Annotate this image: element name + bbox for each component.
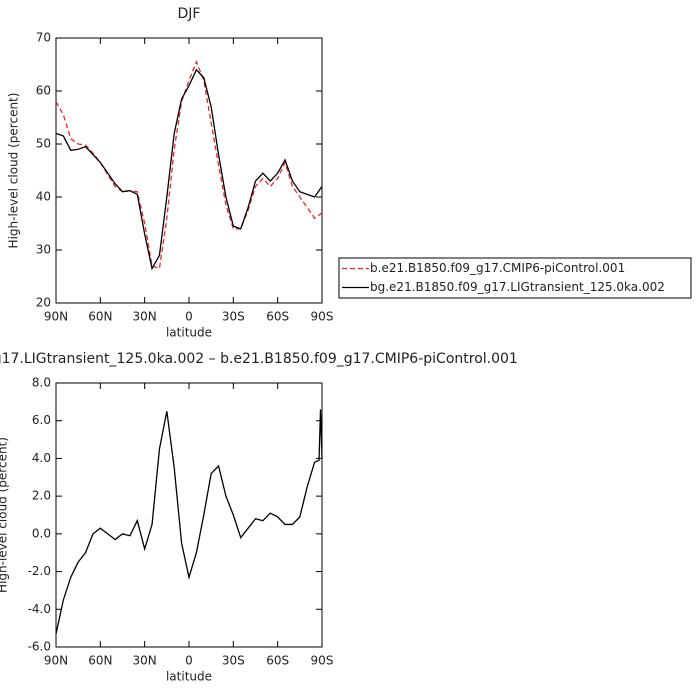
y-tick-label: -4.0 [28,602,51,616]
y-tick-label: 8.0 [32,376,51,390]
y-tick-label: 4.0 [32,451,51,465]
y-tick-label: 40 [36,190,51,204]
y-tick-label: 0.0 [32,526,51,540]
x-tick-label: 90N [44,654,68,668]
series-line [55,68,323,271]
y-tick-label: 6.0 [32,413,51,427]
x-tick-label: 90S [311,310,334,324]
x-tick-label: 60S [266,310,289,324]
y-tick-label: -6.0 [28,640,51,654]
plot-frame [55,382,323,648]
x-tick-label: 60N [88,310,112,324]
series-line [55,60,323,270]
x-axis-label: latitude [166,326,212,340]
y-axis-label: High-level cloud (percent) [0,437,10,593]
y-tick-label: 20 [36,296,51,310]
x-axis-label: latitude [166,670,212,684]
x-tick-label: 0 [185,310,193,324]
x-tick-label: 60S [266,654,289,668]
x-tick-label: 90S [311,654,334,668]
x-tick-label: 30S [222,654,245,668]
x-tick-label: 30N [133,654,157,668]
y-tick-label: 30 [36,243,51,257]
legend-label: b.e21.B1850.f09_g17.CMIP6-piControl.001 [370,261,625,275]
x-tick-label: 0 [185,654,193,668]
y-tick-label: 60 [36,84,51,98]
y-axis-label: High-level cloud (percent) [7,93,21,249]
chart-title: bg.e21.B1850.f09_g17.LIGtransient_125.0k… [0,351,518,367]
chart-title: DJF [178,6,201,22]
x-tick-label: 90N [44,310,68,324]
plot-frame [55,37,323,304]
series-line [55,409,323,634]
y-tick-label: 2.0 [32,489,51,503]
y-tick-label: 50 [36,137,51,151]
legend-box [338,257,692,299]
x-tick-label: 60N [88,654,112,668]
legend: b.e21.B1850.f09_g17.CMIP6-piControl.001b… [338,257,692,299]
y-tick-label: -2.0 [28,564,51,578]
x-tick-label: 30N [133,310,157,324]
x-tick-label: 30S [222,310,245,324]
y-tick-label: 70 [36,31,51,45]
legend-label: bg.e21.B1850.f09_g17.LIGtransient_125.0k… [370,280,665,294]
